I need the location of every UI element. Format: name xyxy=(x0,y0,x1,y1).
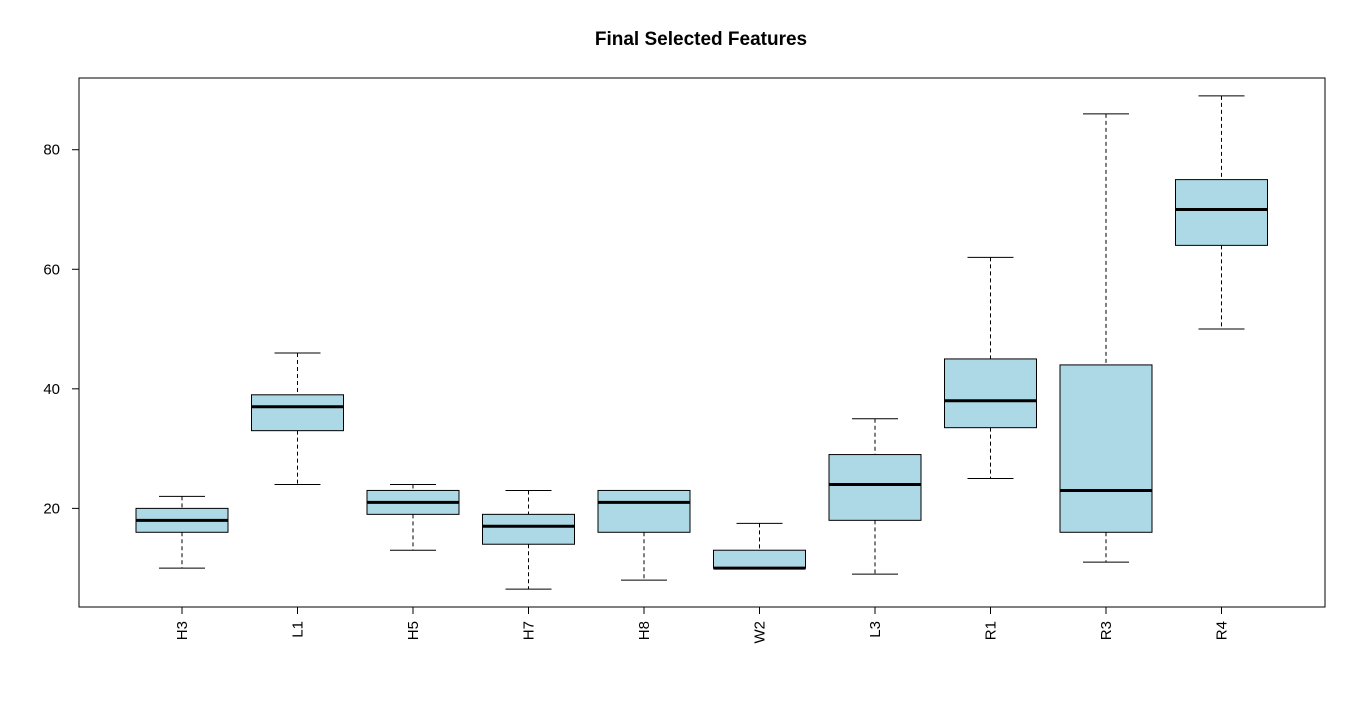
x-tick-label: L3 xyxy=(867,621,884,638)
iqr-box xyxy=(1175,179,1268,246)
iqr-box xyxy=(828,454,922,521)
y-tick-label: 60 xyxy=(43,261,60,278)
box-r1 xyxy=(944,256,1037,479)
x-tick-label: H3 xyxy=(174,621,191,640)
y-tick-label: 20 xyxy=(43,500,60,517)
box-h5 xyxy=(366,483,460,551)
box-h7 xyxy=(482,489,575,590)
chart-title: Final Selected Features xyxy=(594,29,808,50)
y-tick-label: 40 xyxy=(43,381,60,398)
iqr-box xyxy=(597,489,691,533)
x-tick-label: W2 xyxy=(752,621,769,644)
x-tick-label: R3 xyxy=(1098,621,1115,640)
iqr-box xyxy=(251,394,344,432)
box-l3 xyxy=(828,418,922,575)
x-tick-label: R4 xyxy=(1214,621,1231,640)
box-r3 xyxy=(1059,113,1153,563)
x-axis: H3 L1 H5 H7 H8 W2 L3 R1 R3 R4 xyxy=(174,607,1231,644)
x-tick-label: H8 xyxy=(636,621,653,640)
x-tick-label: R1 xyxy=(983,621,1000,640)
x-tick-label: L1 xyxy=(290,621,307,638)
x-tick-label: H7 xyxy=(521,621,538,640)
box-w2 xyxy=(713,522,806,570)
iqr-box xyxy=(713,549,806,569)
box-r4 xyxy=(1175,95,1268,330)
iqr-box xyxy=(944,358,1037,429)
box-l1 xyxy=(251,352,344,485)
box-h3 xyxy=(135,495,229,569)
y-tick-label: 80 xyxy=(43,142,60,159)
iqr-box xyxy=(1059,364,1153,533)
y-axis: 20 40 60 80 xyxy=(43,142,79,517)
plot-frame xyxy=(78,77,1326,608)
x-tick-label: H5 xyxy=(405,621,422,640)
box-h8 xyxy=(597,489,691,581)
boxes xyxy=(135,95,1268,590)
iqr-box xyxy=(482,513,575,545)
